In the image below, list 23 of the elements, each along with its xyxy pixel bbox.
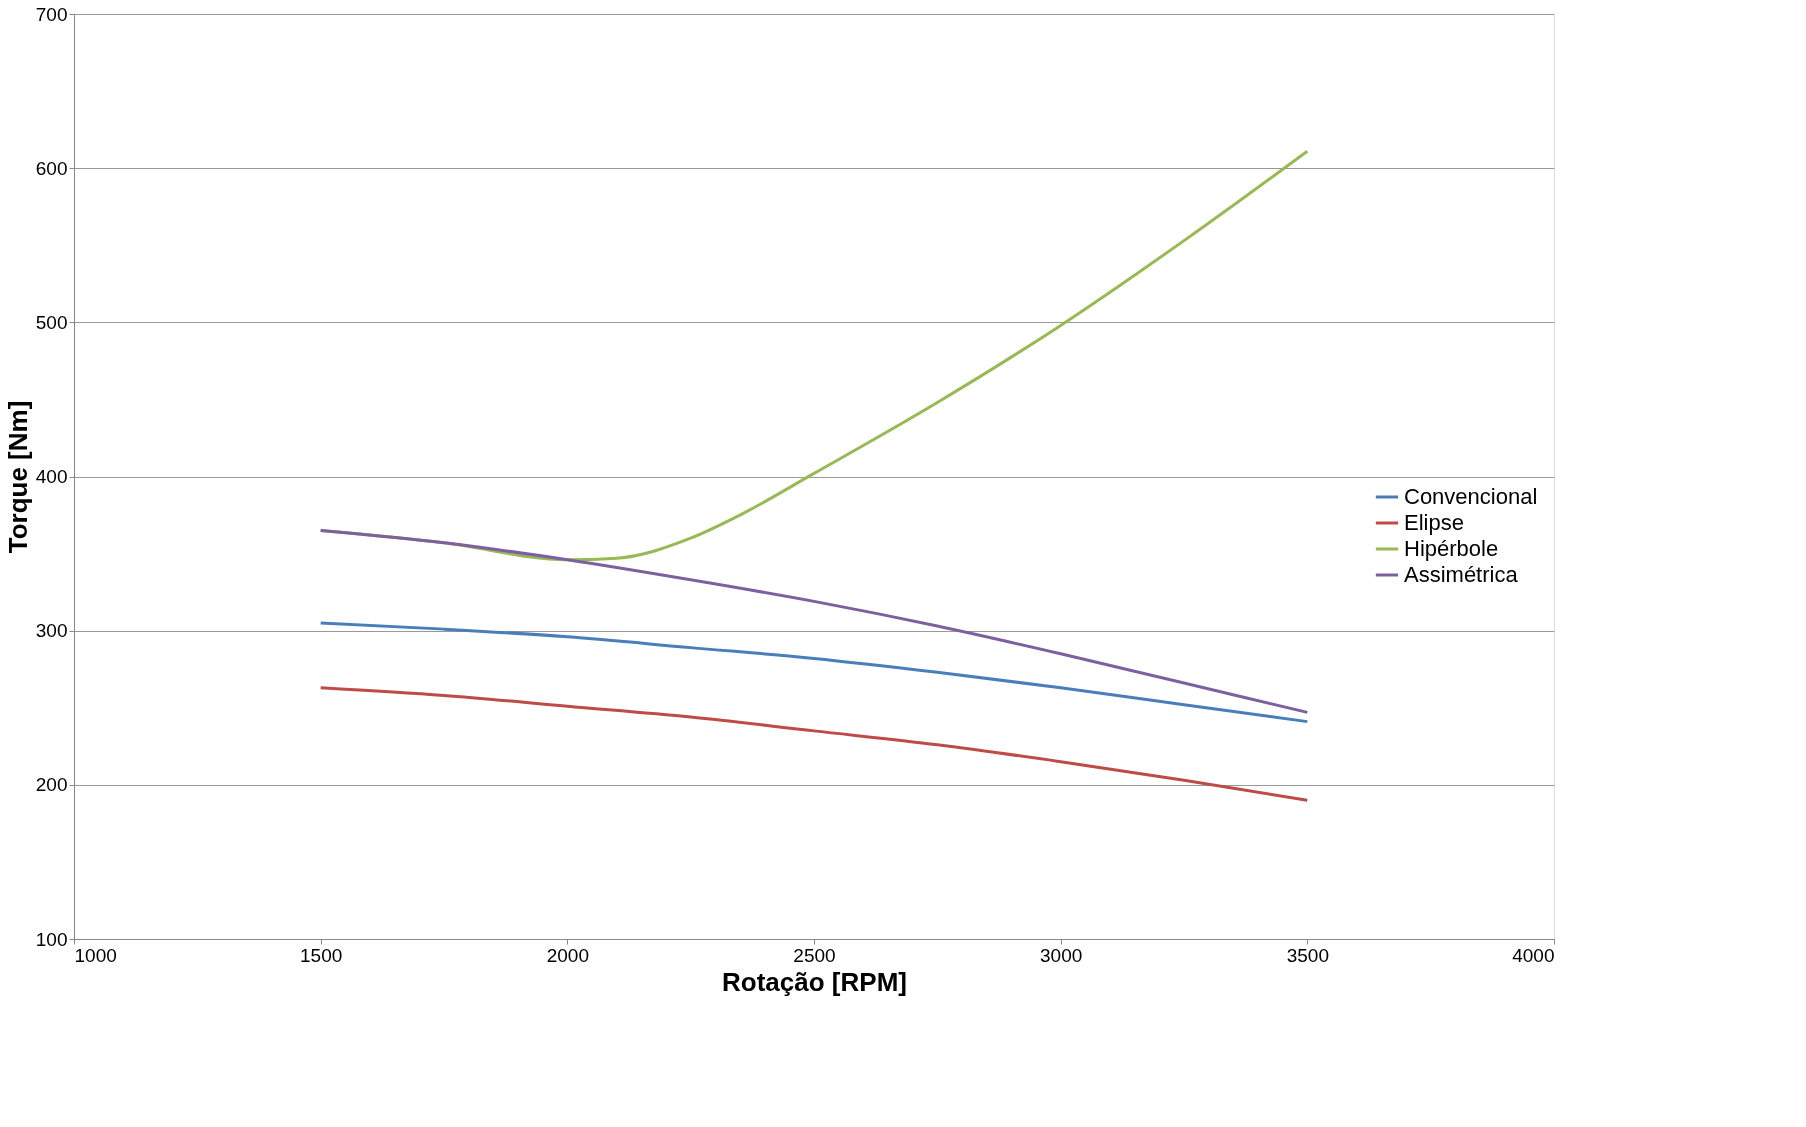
x-tick-label: 3000 [1040, 944, 1083, 966]
x-tick-label: 1000 [74, 944, 117, 966]
y-tick-label: 600 [35, 157, 68, 179]
line-series [319, 528, 1309, 714]
y-tick-label: 200 [35, 774, 68, 796]
x-tick-label: 2500 [793, 944, 836, 966]
x-tick-label: 3500 [1286, 944, 1329, 966]
y-tick-label: 100 [35, 928, 68, 950]
legend-label: Convencional [1404, 484, 1538, 509]
y-axis-title: Torque [Nm] [2, 400, 33, 554]
line-series [319, 621, 1309, 724]
legend-label: Hipérbole [1404, 536, 1499, 561]
x-tick-label: 4000 [1512, 944, 1555, 966]
x-axis-title: Rotação [RPM] [722, 966, 907, 997]
x-tick-label: 2000 [546, 944, 589, 966]
line-series [319, 686, 1309, 802]
x-tick-label: 1500 [300, 944, 343, 966]
y-tick-label: 700 [35, 3, 68, 25]
legend-label: Elipse [1404, 510, 1464, 535]
y-tick-label: 400 [35, 466, 68, 487]
y-tick-label: 300 [35, 620, 68, 642]
y-tick-label: 500 [35, 311, 68, 333]
legend-label: Assimétrica [1404, 562, 1519, 587]
